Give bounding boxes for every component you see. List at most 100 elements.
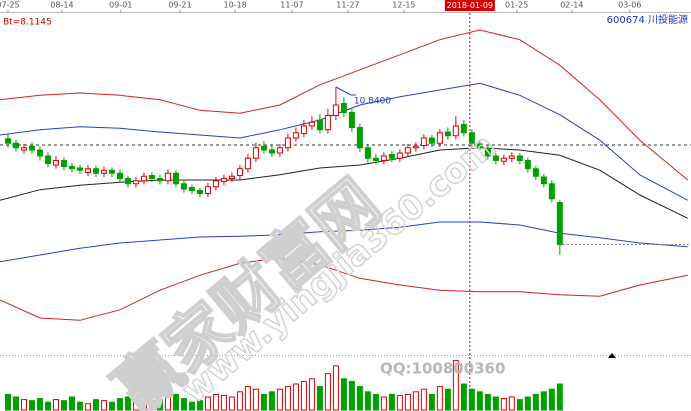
- candle-body: [436, 132, 443, 144]
- candle-body: [300, 125, 307, 134]
- x-tick-label: 03-06: [618, 1, 641, 10]
- volume-bar: [236, 391, 243, 411]
- x-tick-label: 01-25: [505, 1, 528, 10]
- candle-body: [52, 160, 59, 166]
- volume-bar: [412, 391, 419, 411]
- volume-bar: [300, 380, 307, 411]
- volume-bar: [148, 400, 155, 411]
- volume-bar: [508, 396, 515, 411]
- volume-bar: [356, 386, 363, 411]
- volume-bar: [116, 398, 123, 411]
- candle-body: [68, 166, 75, 170]
- contact-label: QQ:100800360: [380, 360, 505, 378]
- volume-bar: [12, 396, 19, 411]
- volume-bar: [284, 386, 291, 411]
- candle-body: [228, 175, 235, 179]
- volume-bar: [68, 396, 75, 411]
- volume-bar: [548, 388, 555, 411]
- candle-body: [388, 154, 395, 159]
- candle-body: [4, 138, 11, 144]
- symbol-label: 600674 川投能源: [607, 13, 688, 26]
- candle-body: [76, 167, 83, 171]
- candle-body: [260, 145, 267, 151]
- candle-body: [524, 160, 531, 170]
- candle-body: [404, 147, 411, 154]
- volume-bar: [172, 393, 179, 411]
- volume-bar: [452, 360, 459, 411]
- volume-bar: [164, 396, 171, 411]
- volume-bar: [492, 396, 499, 411]
- volume-bar: [84, 403, 91, 411]
- candle-body: [92, 168, 99, 174]
- candle-body: [516, 155, 523, 161]
- volume-bar: [52, 399, 59, 411]
- candle-body: [412, 145, 419, 149]
- volume-bar: [180, 398, 187, 411]
- candle-body: [508, 155, 515, 159]
- x-tick-label: 09-21: [168, 1, 191, 10]
- candle-body: [332, 104, 339, 116]
- band-line: [0, 257, 688, 321]
- volume-bar: [340, 378, 347, 411]
- band-line: [0, 29, 689, 181]
- candle-body: [532, 168, 539, 177]
- candle-body: [188, 187, 195, 191]
- candle-body: [364, 147, 371, 159]
- candle-body: [28, 145, 35, 151]
- volume-bar: [316, 386, 323, 411]
- volume-bar: [252, 388, 259, 411]
- indicator-label: Bt=8.1145: [3, 18, 52, 28]
- volume-bar: [532, 393, 539, 411]
- candle-body: [84, 168, 91, 173]
- candle-body: [156, 178, 163, 182]
- candle-body: [348, 112, 355, 128]
- volume-bar: [396, 394, 403, 411]
- volume-bar: [140, 401, 147, 411]
- volume-bar: [364, 391, 371, 411]
- candle-body: [372, 157, 379, 161]
- candle-body: [124, 178, 131, 185]
- candle-body: [204, 186, 211, 194]
- cursor-label-bg: [444, 0, 495, 11]
- x-tick-label: 09-01: [109, 1, 132, 10]
- candle-body: [548, 183, 555, 200]
- volume-bar: [380, 396, 387, 411]
- volume-bar: [188, 401, 195, 411]
- candle-body: [172, 172, 179, 185]
- volume-bar: [516, 399, 523, 411]
- volume-bar: [500, 398, 507, 411]
- candle-body: [396, 152, 403, 159]
- volume-bar: [44, 401, 51, 411]
- candle-body: [340, 103, 347, 113]
- volume-bar: [28, 400, 35, 411]
- candle-body: [12, 142, 19, 149]
- x-tick-label: 11-27: [336, 1, 359, 10]
- candle-body: [356, 127, 363, 149]
- volume-bar: [276, 388, 283, 411]
- band-line: [0, 82, 689, 201]
- candle-body: [60, 160, 67, 167]
- volume-bar: [124, 396, 131, 411]
- volume-bar: [484, 393, 491, 411]
- volume-bar: [524, 396, 531, 411]
- candle-body: [556, 202, 563, 245]
- candle-body: [324, 115, 331, 131]
- volume-bar: [308, 378, 315, 411]
- candle-body: [292, 132, 299, 139]
- x-tick-label: 12-15: [392, 1, 415, 10]
- band-line: [0, 221, 688, 263]
- candle-body: [500, 157, 507, 162]
- volume-bar: [60, 400, 67, 411]
- volume-bar: [196, 400, 203, 411]
- volume-bar: [100, 400, 107, 411]
- volume-bar: [220, 394, 227, 411]
- candle-body: [476, 143, 483, 149]
- x-tick-label: 10-18: [224, 1, 247, 10]
- volume-bar: [20, 399, 27, 411]
- candle-body: [196, 190, 203, 194]
- candle-body: [484, 148, 491, 157]
- candle-body: [452, 125, 459, 137]
- volume-bar: [108, 401, 115, 411]
- candle-body: [212, 180, 219, 188]
